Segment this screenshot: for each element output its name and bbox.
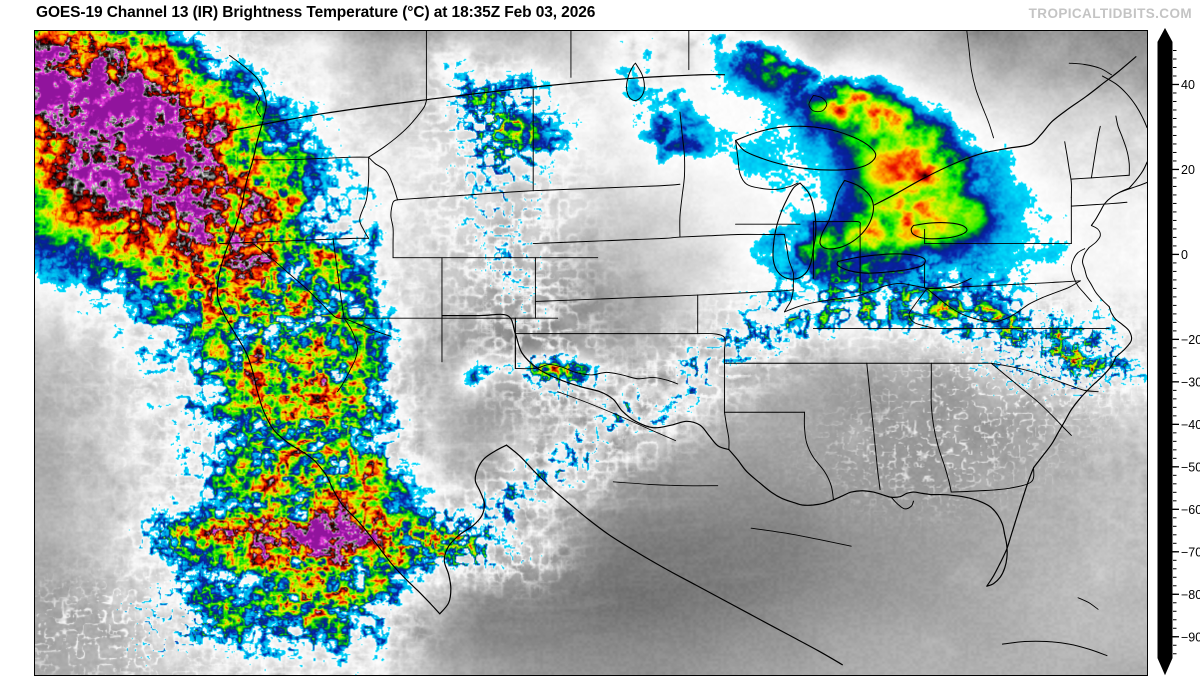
colorbar-tick-label: 0 bbox=[1181, 248, 1188, 262]
state-line-mn-ia bbox=[679, 233, 785, 238]
header-bar: GOES-19 Channel 13 (IR) Brightness Tempe… bbox=[0, 0, 1200, 30]
island-bahamas bbox=[1077, 597, 1099, 610]
colorbar-tick-label: −60 bbox=[1181, 503, 1200, 517]
state-line-ga-fl bbox=[950, 467, 1035, 493]
colorbar-body bbox=[1157, 28, 1173, 675]
state-line-ny-vt bbox=[1064, 141, 1072, 198]
colorbar-tick-label: −80 bbox=[1181, 588, 1200, 602]
coast-gulf-mississippi bbox=[890, 496, 915, 510]
state-line-id-wy bbox=[368, 156, 399, 201]
lake-erie bbox=[836, 253, 926, 274]
state-line-wv-va bbox=[926, 280, 1081, 323]
coast-mexico-west bbox=[505, 444, 843, 666]
border-us-canada bbox=[228, 73, 726, 132]
state-line-mo-il bbox=[783, 289, 794, 313]
state-line-id-mt bbox=[368, 100, 427, 158]
border-mexico-state-3 bbox=[750, 527, 852, 547]
state-line-ma-nh-vt bbox=[1070, 174, 1130, 180]
coast-baja-west bbox=[314, 460, 441, 615]
state-line-ia-mo bbox=[697, 289, 794, 296]
colorbar-tick-label: −90 bbox=[1181, 630, 1200, 644]
colorbar-tick-label: 20 bbox=[1181, 163, 1195, 177]
coast-new-england bbox=[1128, 161, 1147, 189]
coast-delaware-bay bbox=[1088, 225, 1101, 248]
state-line-ia-il bbox=[783, 233, 795, 291]
state-line-ut-wy bbox=[390, 199, 399, 259]
bay-chesapeake-inner bbox=[1070, 248, 1092, 302]
border-us-canada-east bbox=[873, 56, 1137, 206]
border-us-mexico bbox=[441, 313, 730, 451]
state-line-wa-or bbox=[252, 156, 370, 161]
coast-long-island bbox=[1119, 181, 1147, 193]
lake-michigan bbox=[772, 182, 817, 280]
colorbar-tick-label: −70 bbox=[1181, 545, 1200, 559]
coast-gulf-florida-panhandle bbox=[930, 493, 1008, 587]
lake-huron bbox=[819, 179, 875, 250]
coast-chesapeake bbox=[1082, 246, 1110, 308]
coast-new-jersey bbox=[1090, 187, 1130, 227]
state-line-ok-mo-ar bbox=[697, 332, 726, 364]
colorbar-tick-label: −50 bbox=[1181, 460, 1200, 474]
state-line-or-ca bbox=[219, 237, 370, 245]
border-mexico-state-1 bbox=[557, 391, 676, 442]
coast-baja-east bbox=[439, 444, 508, 615]
state-line-mi-oh-in bbox=[812, 220, 861, 226]
coast-gulf-louisiana bbox=[832, 490, 932, 501]
state-line-dakotas-mn bbox=[679, 111, 686, 238]
coast-outer-banks bbox=[1108, 306, 1133, 358]
state-line-nv-ut bbox=[332, 237, 345, 319]
border-ontario-quebec bbox=[966, 31, 995, 139]
geographic-boundaries-overlay bbox=[216, 31, 1147, 666]
state-line-wi-mi bbox=[735, 139, 799, 190]
state-line-mt-wy bbox=[397, 190, 534, 201]
state-line-sd-ne bbox=[532, 236, 681, 245]
lake-ontario bbox=[910, 222, 968, 240]
colorbar-tick-label: −20 bbox=[1181, 333, 1200, 347]
colorbar-tick-label: 40 bbox=[1181, 78, 1195, 92]
page-title: GOES-19 Channel 13 (IR) Brightness Tempe… bbox=[36, 4, 596, 21]
coast-gulf-texas bbox=[728, 449, 835, 506]
state-line-me-nh bbox=[1115, 115, 1130, 176]
state-line-ne-ks bbox=[534, 294, 699, 302]
lake-superior bbox=[734, 125, 877, 171]
colorbar-svg: 40 20 0 −20 −30 −40 −50 −60 −70 −80 −90 bbox=[1157, 28, 1200, 675]
state-line-id-west bbox=[359, 156, 370, 239]
state-line-ms-al bbox=[866, 362, 881, 491]
state-line-ma-ct bbox=[1070, 201, 1128, 207]
state-line-pa-md bbox=[926, 280, 1081, 290]
state-line-la-tx bbox=[723, 411, 730, 451]
lake-winnipeg bbox=[626, 62, 645, 102]
state-line-nv-az bbox=[343, 317, 392, 337]
state-line-ok-tx bbox=[514, 364, 679, 385]
border-mexico-state-2 bbox=[612, 481, 719, 487]
colorbar-tick-label: −40 bbox=[1181, 418, 1200, 432]
lake-nipigon bbox=[808, 94, 828, 113]
state-line-ky-ohio-river bbox=[783, 277, 972, 313]
colorbar: 40 20 0 −20 −30 −40 −50 −60 −70 −80 −90 bbox=[1156, 28, 1200, 680]
state-line-sc-ga bbox=[990, 362, 1072, 436]
state-line-wv-oh bbox=[908, 288, 937, 330]
state-line-oh-pa bbox=[923, 262, 928, 290]
state-line-la-ms bbox=[803, 411, 834, 501]
state-line-nc-sc bbox=[990, 362, 1099, 393]
watermark-label: TROPICALTIDBITS.COM bbox=[1028, 6, 1192, 21]
coast-nova-scotia bbox=[1101, 75, 1147, 129]
state-line-al-ga bbox=[930, 362, 952, 493]
satellite-imagery-canvas bbox=[35, 31, 1147, 675]
coast-cuba bbox=[1001, 640, 1108, 657]
coast-salish-sea bbox=[252, 88, 262, 118]
state-line-nd-sd bbox=[532, 183, 681, 192]
state-line-ca-az bbox=[336, 317, 358, 393]
state-line-ca-nv bbox=[252, 243, 345, 319]
coast-pacific-us bbox=[216, 120, 316, 462]
coast-florida-east bbox=[986, 467, 1035, 587]
state-line-vt-nh bbox=[1090, 125, 1101, 179]
coast-southeast-atlantic bbox=[1033, 356, 1117, 469]
colorbar-ticks: 40 20 0 −20 −30 −40 −50 −60 −70 −80 −90 bbox=[1172, 49, 1200, 655]
satellite-map[interactable] bbox=[34, 30, 1148, 676]
coast-gulf-st-lawrence bbox=[1068, 62, 1112, 76]
coast-vancouver-island bbox=[229, 54, 267, 121]
colorbar-tick-label: −30 bbox=[1181, 375, 1200, 389]
